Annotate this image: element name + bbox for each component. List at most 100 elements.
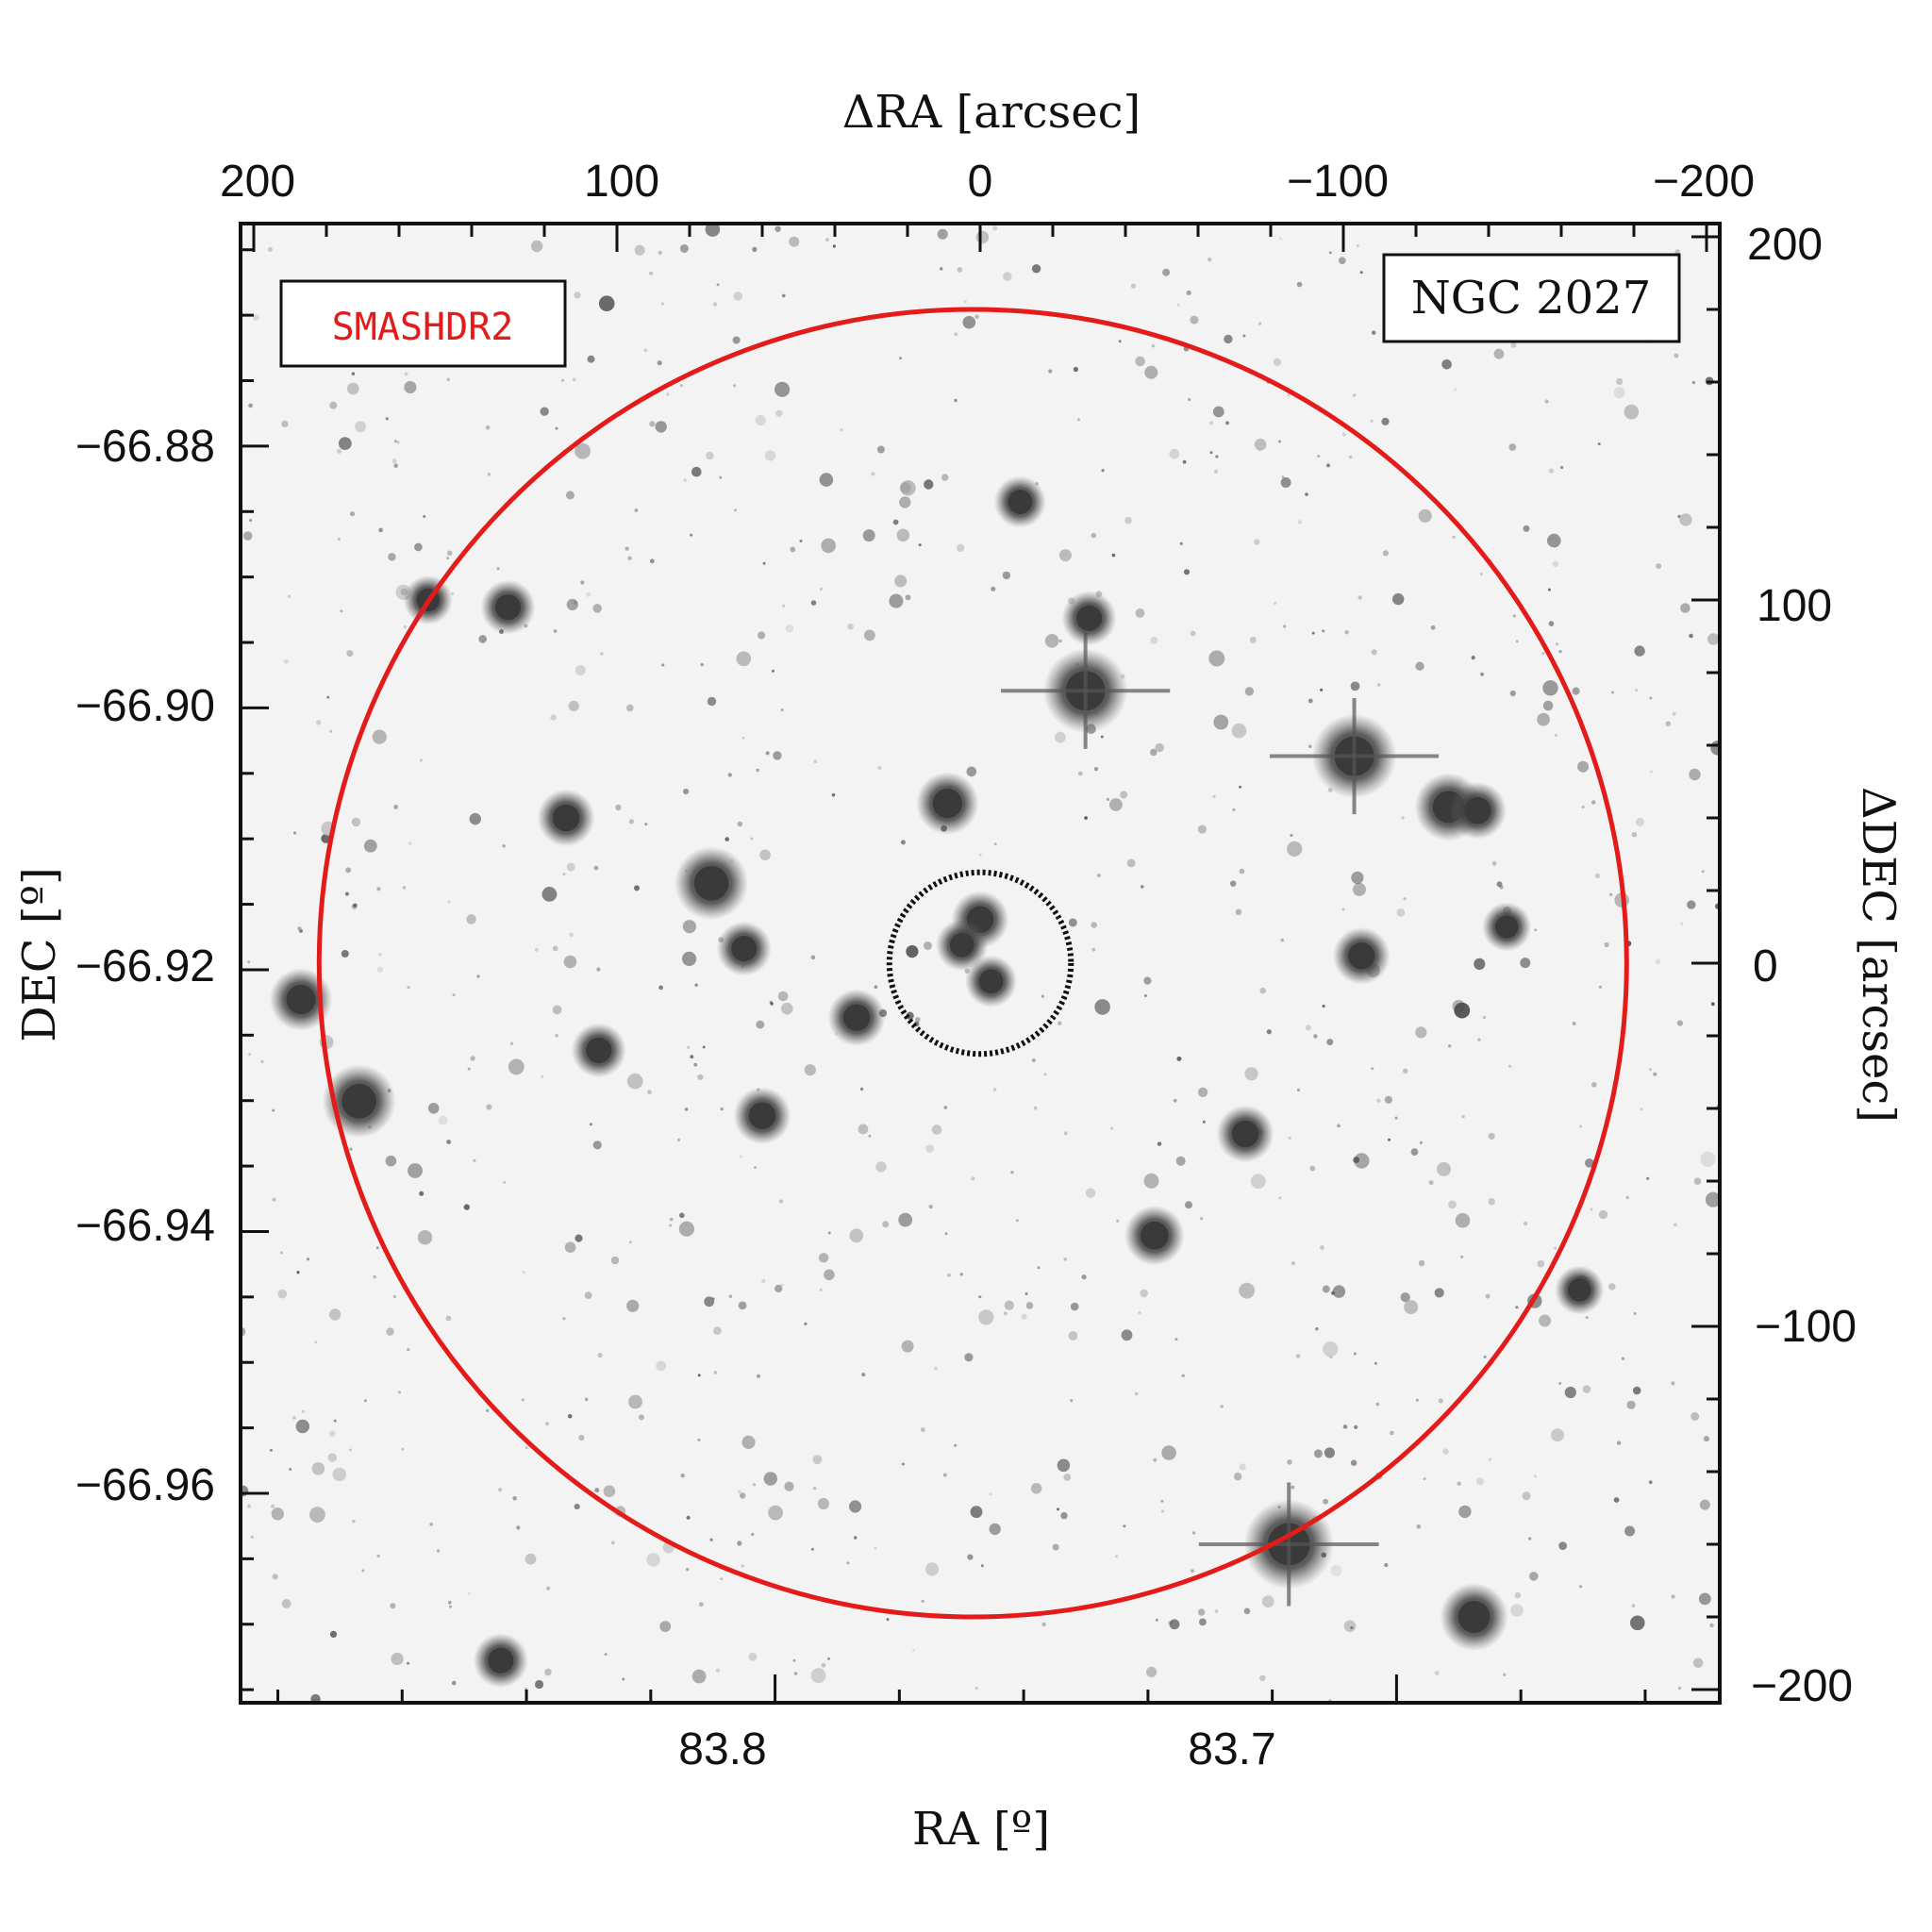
faint-star xyxy=(1078,771,1083,776)
faint-star xyxy=(1348,455,1353,459)
faint-star xyxy=(600,652,604,656)
faint-star xyxy=(849,1500,862,1513)
faint-star xyxy=(1305,1024,1311,1031)
faint-star xyxy=(739,1155,742,1158)
faint-star xyxy=(1555,642,1558,646)
faint-star xyxy=(1613,1497,1620,1503)
faint-star xyxy=(691,1669,707,1684)
faint-star xyxy=(463,1204,470,1210)
faint-star xyxy=(1665,721,1672,726)
bottom-axis-title: RA [º] xyxy=(912,1803,1050,1856)
faint-star xyxy=(752,246,758,252)
faint-star xyxy=(625,546,629,551)
faint-star xyxy=(1508,443,1517,451)
faint-star xyxy=(604,1653,608,1657)
faint-star xyxy=(1353,393,1357,397)
faint-star xyxy=(924,479,934,490)
faint-star xyxy=(404,380,417,394)
faint-star xyxy=(991,586,996,591)
faint-star xyxy=(391,458,397,464)
faint-star xyxy=(1653,1072,1657,1076)
faint-star xyxy=(338,437,352,450)
faint-star xyxy=(575,1234,583,1242)
faint-star xyxy=(1326,1039,1334,1046)
faint-star xyxy=(553,629,558,633)
bright-star xyxy=(1075,605,1103,631)
faint-star xyxy=(1250,1174,1266,1190)
bottom-tick-label: 83.7 xyxy=(1188,1724,1275,1774)
faint-star xyxy=(1676,1020,1683,1026)
faint-star xyxy=(1710,1002,1715,1007)
faint-star xyxy=(765,751,770,756)
faint-star xyxy=(1690,1412,1700,1421)
faint-star xyxy=(1691,380,1695,385)
faint-star xyxy=(1296,1089,1300,1091)
faint-star xyxy=(1146,1666,1158,1677)
faint-star xyxy=(584,1397,589,1402)
faint-star xyxy=(1183,569,1191,575)
faint-star xyxy=(1548,588,1551,591)
faint-star xyxy=(1548,621,1555,626)
faint-star xyxy=(1311,631,1315,635)
faint-star xyxy=(1700,1151,1716,1168)
bright-star xyxy=(1008,490,1033,514)
faint-star xyxy=(694,983,698,987)
faint-star xyxy=(281,420,289,427)
faint-star xyxy=(683,788,690,795)
faint-star xyxy=(310,1693,321,1703)
faint-star xyxy=(525,1553,537,1565)
faint-star xyxy=(918,543,922,547)
faint-star xyxy=(386,1327,394,1336)
faint-star xyxy=(819,587,823,591)
faint-star xyxy=(921,1599,924,1603)
faint-star xyxy=(525,1446,528,1450)
faint-star xyxy=(1564,1386,1576,1399)
faint-star xyxy=(1048,369,1053,374)
faint-star xyxy=(288,594,291,598)
faint-star xyxy=(1024,1292,1028,1295)
faint-star xyxy=(346,650,354,658)
faint-star xyxy=(1475,1477,1484,1486)
faint-star xyxy=(587,355,595,363)
faint-star xyxy=(408,1163,423,1178)
faint-star xyxy=(321,833,331,843)
faint-star xyxy=(546,1586,551,1591)
faint-star xyxy=(647,1090,652,1095)
faint-star xyxy=(1328,251,1332,255)
faint-star xyxy=(682,951,697,966)
faint-star xyxy=(326,695,330,699)
faint-star xyxy=(292,1416,296,1420)
faint-star xyxy=(445,1315,452,1322)
faint-star xyxy=(1488,1198,1495,1206)
faint-star xyxy=(1288,1136,1291,1140)
faint-star xyxy=(301,1409,305,1413)
faint-star xyxy=(643,348,648,353)
faint-star xyxy=(901,1340,914,1353)
faint-star xyxy=(1434,1288,1444,1298)
faint-star xyxy=(1372,330,1376,335)
faint-star xyxy=(544,1668,552,1676)
left-tick-label: −66.90 xyxy=(75,681,215,731)
faint-star xyxy=(812,1487,817,1491)
faint-star xyxy=(314,1341,318,1344)
faint-star xyxy=(824,1269,835,1281)
faint-star xyxy=(1254,539,1260,545)
bright-star xyxy=(949,932,974,958)
faint-star xyxy=(1624,404,1640,420)
faint-star xyxy=(349,1448,352,1452)
faint-star xyxy=(378,953,382,957)
faint-star xyxy=(390,1603,396,1609)
core-circle xyxy=(886,869,1074,1058)
faint-star xyxy=(271,1507,284,1521)
faint-star xyxy=(393,463,399,468)
faint-star xyxy=(1002,571,1011,580)
faint-star xyxy=(628,819,635,824)
faint-star xyxy=(1244,687,1255,696)
faint-star xyxy=(1208,650,1225,667)
faint-star xyxy=(896,528,910,542)
faint-star xyxy=(363,839,377,853)
faint-star xyxy=(1442,1448,1449,1455)
faint-star xyxy=(512,1496,517,1501)
faint-star xyxy=(1480,672,1484,676)
faint-star xyxy=(719,475,723,479)
